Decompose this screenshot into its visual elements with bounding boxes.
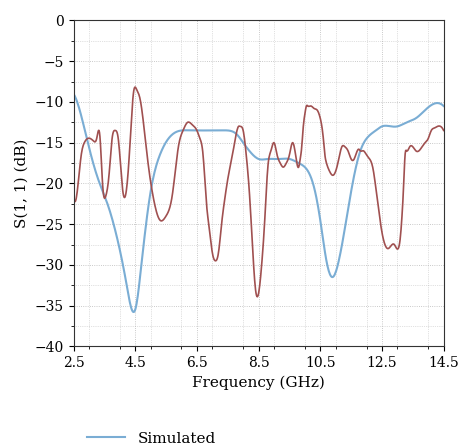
Line: Measured: Measured xyxy=(73,87,444,297)
Simulated xyxy=(131,309,137,315)
Measured xyxy=(441,128,447,133)
Measured xyxy=(132,84,138,90)
Measured xyxy=(307,103,313,109)
Measured xyxy=(255,294,260,299)
Simulated xyxy=(239,138,245,143)
Simulated xyxy=(319,224,324,230)
Simulated xyxy=(441,103,447,109)
Measured xyxy=(93,138,99,143)
Simulated xyxy=(350,180,356,185)
Measured xyxy=(352,154,358,159)
Simulated xyxy=(166,135,172,140)
Y-axis label: S(1, 1) (dB): S(1, 1) (dB) xyxy=(15,139,29,228)
Measured xyxy=(287,152,292,158)
Simulated xyxy=(290,157,295,163)
Simulated xyxy=(71,91,76,96)
Measured xyxy=(390,242,396,247)
Line: Simulated: Simulated xyxy=(73,94,444,312)
Measured xyxy=(296,163,302,168)
X-axis label: Frequency (GHz): Frequency (GHz) xyxy=(192,376,325,390)
Measured xyxy=(71,193,76,198)
Legend: Simulated, Measured: Simulated, Measured xyxy=(81,426,222,444)
Simulated xyxy=(137,278,143,283)
